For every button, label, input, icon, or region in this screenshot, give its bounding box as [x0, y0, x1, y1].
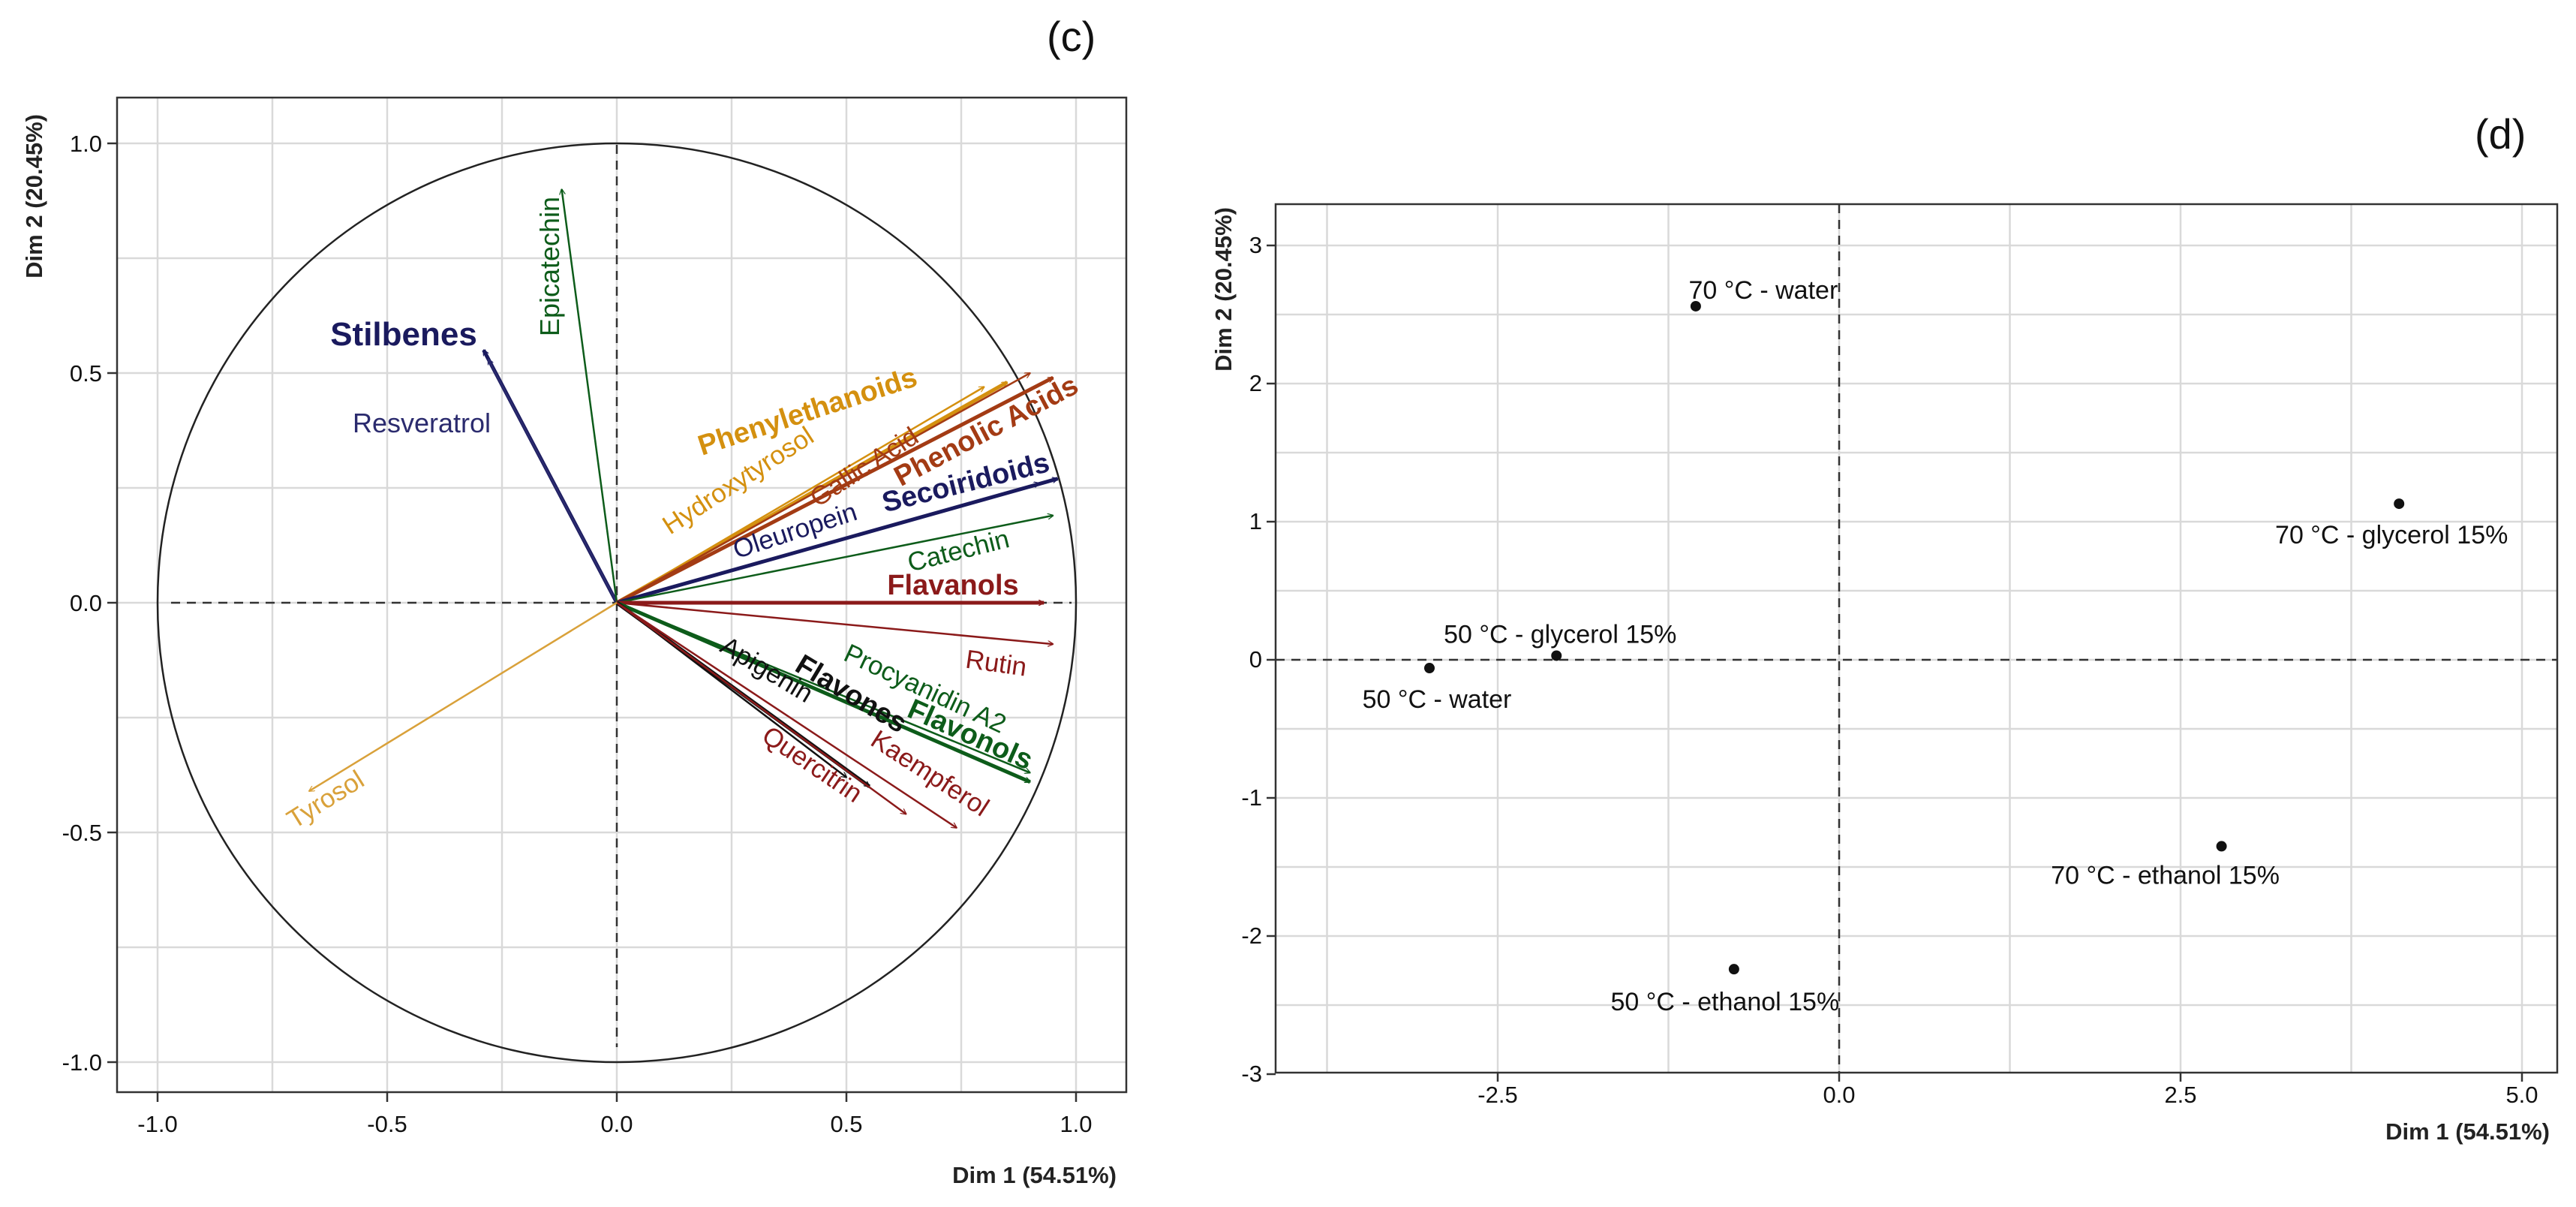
vector-arrow-resveratrol — [487, 360, 618, 604]
x-tick-label: 0.5 — [830, 1111, 862, 1137]
panel-d-ticks: -2.5 0.0 2.5 5.0 -3 -2 -1 0 1 2 3 — [1241, 232, 2538, 1108]
point-label-50-c-ethanol-15-: 50 °C - ethanol 15% — [1611, 988, 1840, 1016]
panel-label-c: (c) — [1047, 13, 1096, 60]
vector-arrow-kaempferol — [616, 601, 957, 828]
point-50-c-water — [1424, 663, 1435, 674]
y-tick-label: -2 — [1241, 923, 1262, 949]
vector-arrow-gallic-acid — [616, 372, 1030, 604]
y-tick-label: -0.5 — [62, 820, 102, 846]
y-tick-label: 0.0 — [70, 590, 102, 616]
vector-label-epicatechin: Epicatechin — [534, 197, 565, 336]
point-70-c-water — [1690, 300, 1701, 312]
vector-arrow-quercitrin — [616, 601, 906, 814]
panel-c-vectors: StilbenesResveratrolEpicatechinPhenyleth… — [282, 189, 1084, 835]
vector-arrow-hydroxytyrosol — [616, 387, 984, 604]
panel-d-points: 70 °C - water 70 °C - glycerol 15% 50 °C -… — [1363, 276, 2508, 1016]
panel-label-d: (d) — [2475, 110, 2526, 158]
unit-circle — [156, 142, 1078, 1064]
point-label-70-c-water: 70 °C - water — [1689, 276, 1838, 305]
x-tick-label: 0.0 — [1823, 1082, 1855, 1108]
vector-arrow-flavonols — [616, 600, 1030, 784]
point-50-c-ethanol-15- — [1728, 964, 1739, 975]
x-tick-label: -1.0 — [137, 1111, 177, 1137]
panel-d-x-axis-title: Dim 1 (54.51%) — [2385, 1118, 2550, 1145]
y-tick-label: 1 — [1249, 508, 1262, 534]
vector-label-rutin: Rutin — [963, 645, 1028, 682]
vector-label-resveratrol: Resveratrol — [353, 408, 491, 438]
x-tick-label: 1.0 — [1060, 1111, 1092, 1137]
x-tick-label: 2.5 — [2164, 1082, 2196, 1108]
y-tick-label: -1 — [1241, 784, 1262, 811]
point-label-50-c-glycerol-15-: 50 °C - glycerol 15% — [1444, 620, 1676, 649]
panel-c: (c) -1.0 -0.5 0.0 0.5 1.0 -1.0 -0.5 0.0 0.5 1.0 S… — [21, 13, 1128, 1188]
y-tick-label: -1.0 — [62, 1049, 102, 1076]
point-50-c-glycerol-15- — [1551, 650, 1562, 661]
point-70-c-ethanol-15- — [2216, 841, 2227, 852]
panel-c-y-axis-title: Dim 2 (20.45%) — [21, 114, 47, 278]
y-tick-label: -3 — [1241, 1061, 1262, 1087]
y-tick-label: 3 — [1249, 232, 1262, 258]
point-label-50-c-water: 50 °C - water — [1363, 685, 1512, 714]
point-label-70-c-ethanol-15-: 70 °C - ethanol 15% — [2051, 861, 2280, 889]
vector-arrow-rutin — [616, 601, 1053, 644]
vector-label-tyrosol: Tyrosol — [282, 765, 369, 835]
panel-c-grid — [117, 98, 1126, 1092]
point-label-70-c-glycerol-15-: 70 °C - glycerol 15% — [2275, 521, 2508, 549]
x-tick-label: 5.0 — [2505, 1082, 2538, 1108]
vector-arrow-epicatechin — [562, 189, 618, 604]
y-tick-label: 2 — [1249, 370, 1262, 396]
vector-arrow-tyrosol — [309, 601, 618, 791]
x-tick-label: -0.5 — [367, 1111, 407, 1137]
panel-c-ticks: -1.0 -0.5 0.0 0.5 1.0 -1.0 -0.5 0.0 0.5 1.0 — [62, 131, 1093, 1137]
y-tick-label: 1.0 — [70, 131, 102, 157]
vector-label-flavanols: Flavanols — [887, 570, 1018, 601]
y-tick-label: 0 — [1249, 646, 1262, 673]
panel-d-y-axis-title: Dim 2 (20.45%) — [1210, 207, 1237, 372]
vector-label-stilbenes: Stilbenes — [330, 316, 477, 353]
x-tick-label: -2.5 — [1477, 1082, 1517, 1108]
panel-c-frame — [116, 96, 1128, 1094]
vector-label-quercitrin: Quercitrin — [757, 721, 868, 808]
vector-arrow-catechin — [616, 516, 1053, 604]
vector-arrow-phenolic-acids — [615, 375, 1053, 605]
panel-c-x-axis-title: Dim 1 (54.51%) — [952, 1162, 1117, 1188]
panel-d-grid — [1276, 204, 2557, 1073]
vector-arrow-oleuropein — [616, 483, 1039, 604]
y-tick-label: 0.5 — [70, 360, 102, 387]
x-tick-label: 0.0 — [600, 1111, 633, 1137]
panel-d-frame — [1274, 203, 2559, 1074]
panel-d: (d) -2.5 0.0 2.5 5.0 -3 -2 -1 0 1 2 3 70 °C - wate… — [1210, 110, 2559, 1145]
point-70-c-glycerol-15- — [2394, 498, 2405, 510]
